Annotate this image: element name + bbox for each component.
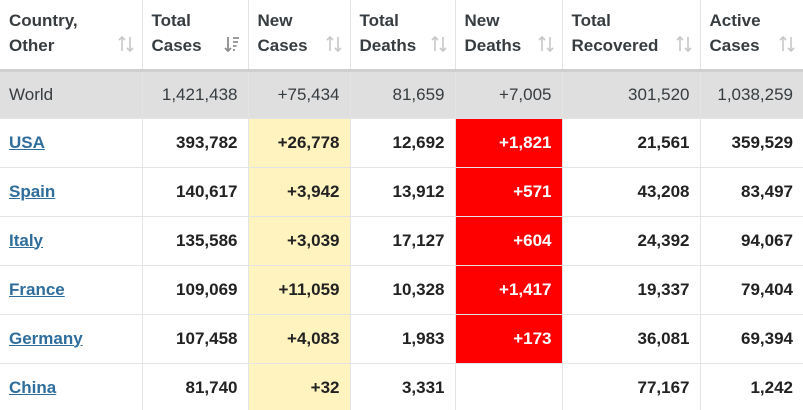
total-deaths-cell: 17,127 bbox=[350, 216, 456, 266]
header-label-line2: Cases bbox=[257, 36, 308, 55]
country-cell: Spain bbox=[0, 167, 143, 217]
total-recovered-cell: 21,561 bbox=[562, 118, 701, 168]
total-cases-cell: 81,740 bbox=[142, 363, 249, 410]
header-label-line2: Recovered bbox=[571, 36, 659, 55]
total-recovered-cell: 36,081 bbox=[562, 314, 701, 364]
new-cases-cell: +32 bbox=[248, 363, 351, 410]
new-deaths-cell: +1,417 bbox=[455, 265, 563, 315]
header-label-line2: Other bbox=[9, 36, 55, 55]
country-link-china[interactable]: China bbox=[9, 377, 57, 397]
new-cases-cell: +4,083 bbox=[248, 314, 351, 364]
new-cases-cell: +3,942 bbox=[248, 167, 351, 217]
header-label-line1: Country, bbox=[9, 11, 78, 30]
country-cell: USA bbox=[0, 118, 143, 168]
active-cases-cell: 359,529 bbox=[700, 118, 803, 168]
table-row: Germany 107,458 +4,083 1,983 +173 36,081… bbox=[0, 314, 803, 364]
sort-icon[interactable] bbox=[117, 35, 134, 53]
country-link-spain[interactable]: Spain bbox=[9, 181, 56, 201]
header-total-deaths[interactable]: Total Deaths bbox=[350, 0, 456, 72]
header-label-line2: Deaths bbox=[359, 36, 417, 55]
header-label-line1: Total bbox=[359, 11, 399, 30]
new-deaths-cell: +1,821 bbox=[455, 118, 563, 168]
header-label-line1: Total bbox=[151, 11, 191, 30]
header-label-line1: Active bbox=[709, 11, 761, 30]
active-cases-cell: 94,067 bbox=[700, 216, 803, 266]
new-deaths-cell: +7,005 bbox=[455, 70, 563, 119]
total-cases-cell: 107,458 bbox=[142, 314, 249, 364]
total-cases-cell: 135,586 bbox=[142, 216, 249, 266]
total-cases-cell: 393,782 bbox=[142, 118, 249, 168]
active-cases-cell: 79,404 bbox=[700, 265, 803, 315]
total-recovered-cell: 301,520 bbox=[562, 70, 701, 119]
sort-icon[interactable] bbox=[325, 35, 342, 53]
total-deaths-cell: 3,331 bbox=[350, 363, 456, 410]
world-label: World bbox=[0, 70, 143, 119]
new-deaths-cell: +604 bbox=[455, 216, 563, 266]
active-cases-cell: 1,242 bbox=[700, 363, 803, 410]
country-cell: France bbox=[0, 265, 143, 315]
header-new-deaths[interactable]: New Deaths bbox=[455, 0, 563, 72]
total-cases-cell: 1,421,438 bbox=[142, 70, 249, 119]
table-row: Spain 140,617 +3,942 13,912 +571 43,208 … bbox=[0, 167, 803, 217]
new-deaths-cell: +173 bbox=[455, 314, 563, 364]
header-label-line2: Cases bbox=[709, 36, 760, 55]
world-total-row: World 1,421,438 +75,434 81,659 +7,005 30… bbox=[0, 70, 803, 119]
total-deaths-cell: 1,983 bbox=[350, 314, 456, 364]
total-recovered-cell: 43,208 bbox=[562, 167, 701, 217]
total-recovered-cell: 77,167 bbox=[562, 363, 701, 410]
new-cases-cell: +26,778 bbox=[248, 118, 351, 168]
total-deaths-cell: 12,692 bbox=[350, 118, 456, 168]
header-label-line2: Cases bbox=[151, 36, 202, 55]
total-deaths-cell: 13,912 bbox=[350, 167, 456, 217]
header-active-cases[interactable]: Active Cases bbox=[700, 0, 803, 72]
header-row: Country, Other Total Cases New Cases bbox=[0, 0, 803, 72]
active-cases-cell: 1,038,259 bbox=[700, 70, 803, 119]
new-deaths-cell: +571 bbox=[455, 167, 563, 217]
header-total-recovered[interactable]: Total Recovered bbox=[562, 0, 701, 72]
header-label-line1: New bbox=[464, 11, 500, 30]
new-cases-cell: +75,434 bbox=[248, 70, 351, 119]
total-deaths-cell: 10,328 bbox=[350, 265, 456, 315]
header-total-cases[interactable]: Total Cases bbox=[142, 0, 249, 72]
country-link-france[interactable]: France bbox=[9, 279, 65, 299]
header-country-other[interactable]: Country, Other bbox=[0, 0, 143, 72]
new-deaths-cell bbox=[455, 363, 563, 410]
active-cases-cell: 69,394 bbox=[700, 314, 803, 364]
sort-icon[interactable] bbox=[537, 35, 554, 53]
header-label-line1: New bbox=[257, 11, 293, 30]
header-label-line1: Total bbox=[571, 11, 611, 30]
country-link-usa[interactable]: USA bbox=[9, 132, 45, 152]
country-cell: China bbox=[0, 363, 143, 410]
sort-icon[interactable] bbox=[779, 35, 795, 53]
total-cases-cell: 140,617 bbox=[142, 167, 249, 217]
sort-desc-icon[interactable] bbox=[223, 35, 240, 53]
header-new-cases[interactable]: New Cases bbox=[248, 0, 351, 72]
sort-icon[interactable] bbox=[675, 35, 692, 53]
country-link-italy[interactable]: Italy bbox=[9, 230, 44, 250]
new-cases-cell: +11,059 bbox=[248, 265, 351, 315]
total-recovered-cell: 24,392 bbox=[562, 216, 701, 266]
total-recovered-cell: 19,337 bbox=[562, 265, 701, 315]
table-row: Italy 135,586 +3,039 17,127 +604 24,392 … bbox=[0, 216, 803, 266]
total-cases-cell: 109,069 bbox=[142, 265, 249, 315]
sort-icon[interactable] bbox=[430, 35, 447, 53]
total-deaths-cell: 81,659 bbox=[350, 70, 456, 119]
country-cell: Germany bbox=[0, 314, 143, 364]
table-row: USA 393,782 +26,778 12,692 +1,821 21,561… bbox=[0, 118, 803, 168]
header-label-line2: Deaths bbox=[464, 36, 522, 55]
country-cell: Italy bbox=[0, 216, 143, 266]
active-cases-cell: 83,497 bbox=[700, 167, 803, 217]
country-link-germany[interactable]: Germany bbox=[9, 328, 83, 348]
new-cases-cell: +3,039 bbox=[248, 216, 351, 266]
table-row: China 81,740 +32 3,331 77,167 1,242 bbox=[0, 363, 803, 410]
table-row: France 109,069 +11,059 10,328 +1,417 19,… bbox=[0, 265, 803, 315]
